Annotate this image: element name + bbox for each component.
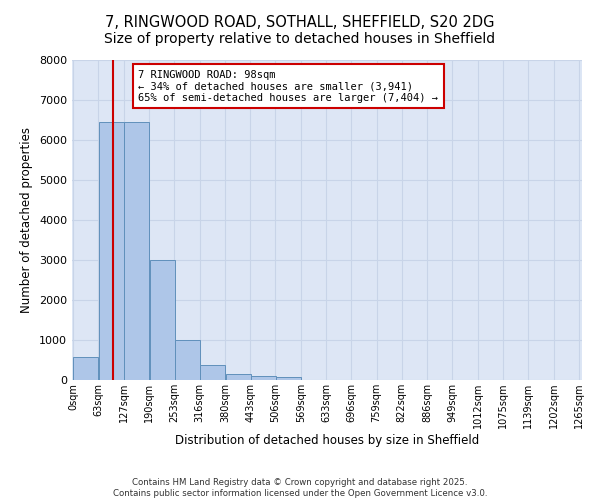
Bar <box>73 357 98 380</box>
Bar <box>98 122 124 380</box>
Text: 7, RINGWOOD ROAD, SOTHALL, SHEFFIELD, S20 2DG: 7, RINGWOOD ROAD, SOTHALL, SHEFFIELD, S2… <box>105 15 495 30</box>
Bar <box>175 340 200 380</box>
Bar <box>251 376 276 380</box>
Text: 7 RINGWOOD ROAD: 98sqm
← 34% of detached houses are smaller (3,941)
65% of semi-: 7 RINGWOOD ROAD: 98sqm ← 34% of detached… <box>139 70 438 103</box>
X-axis label: Distribution of detached houses by size in Sheffield: Distribution of detached houses by size … <box>175 434 479 447</box>
Bar <box>149 260 175 380</box>
Y-axis label: Number of detached properties: Number of detached properties <box>20 127 34 313</box>
Bar <box>200 365 225 380</box>
Text: Size of property relative to detached houses in Sheffield: Size of property relative to detached ho… <box>104 32 496 46</box>
Bar <box>277 377 301 380</box>
Text: Contains HM Land Registry data © Crown copyright and database right 2025.
Contai: Contains HM Land Registry data © Crown c… <box>113 478 487 498</box>
Bar <box>124 122 149 380</box>
Bar <box>226 374 251 380</box>
